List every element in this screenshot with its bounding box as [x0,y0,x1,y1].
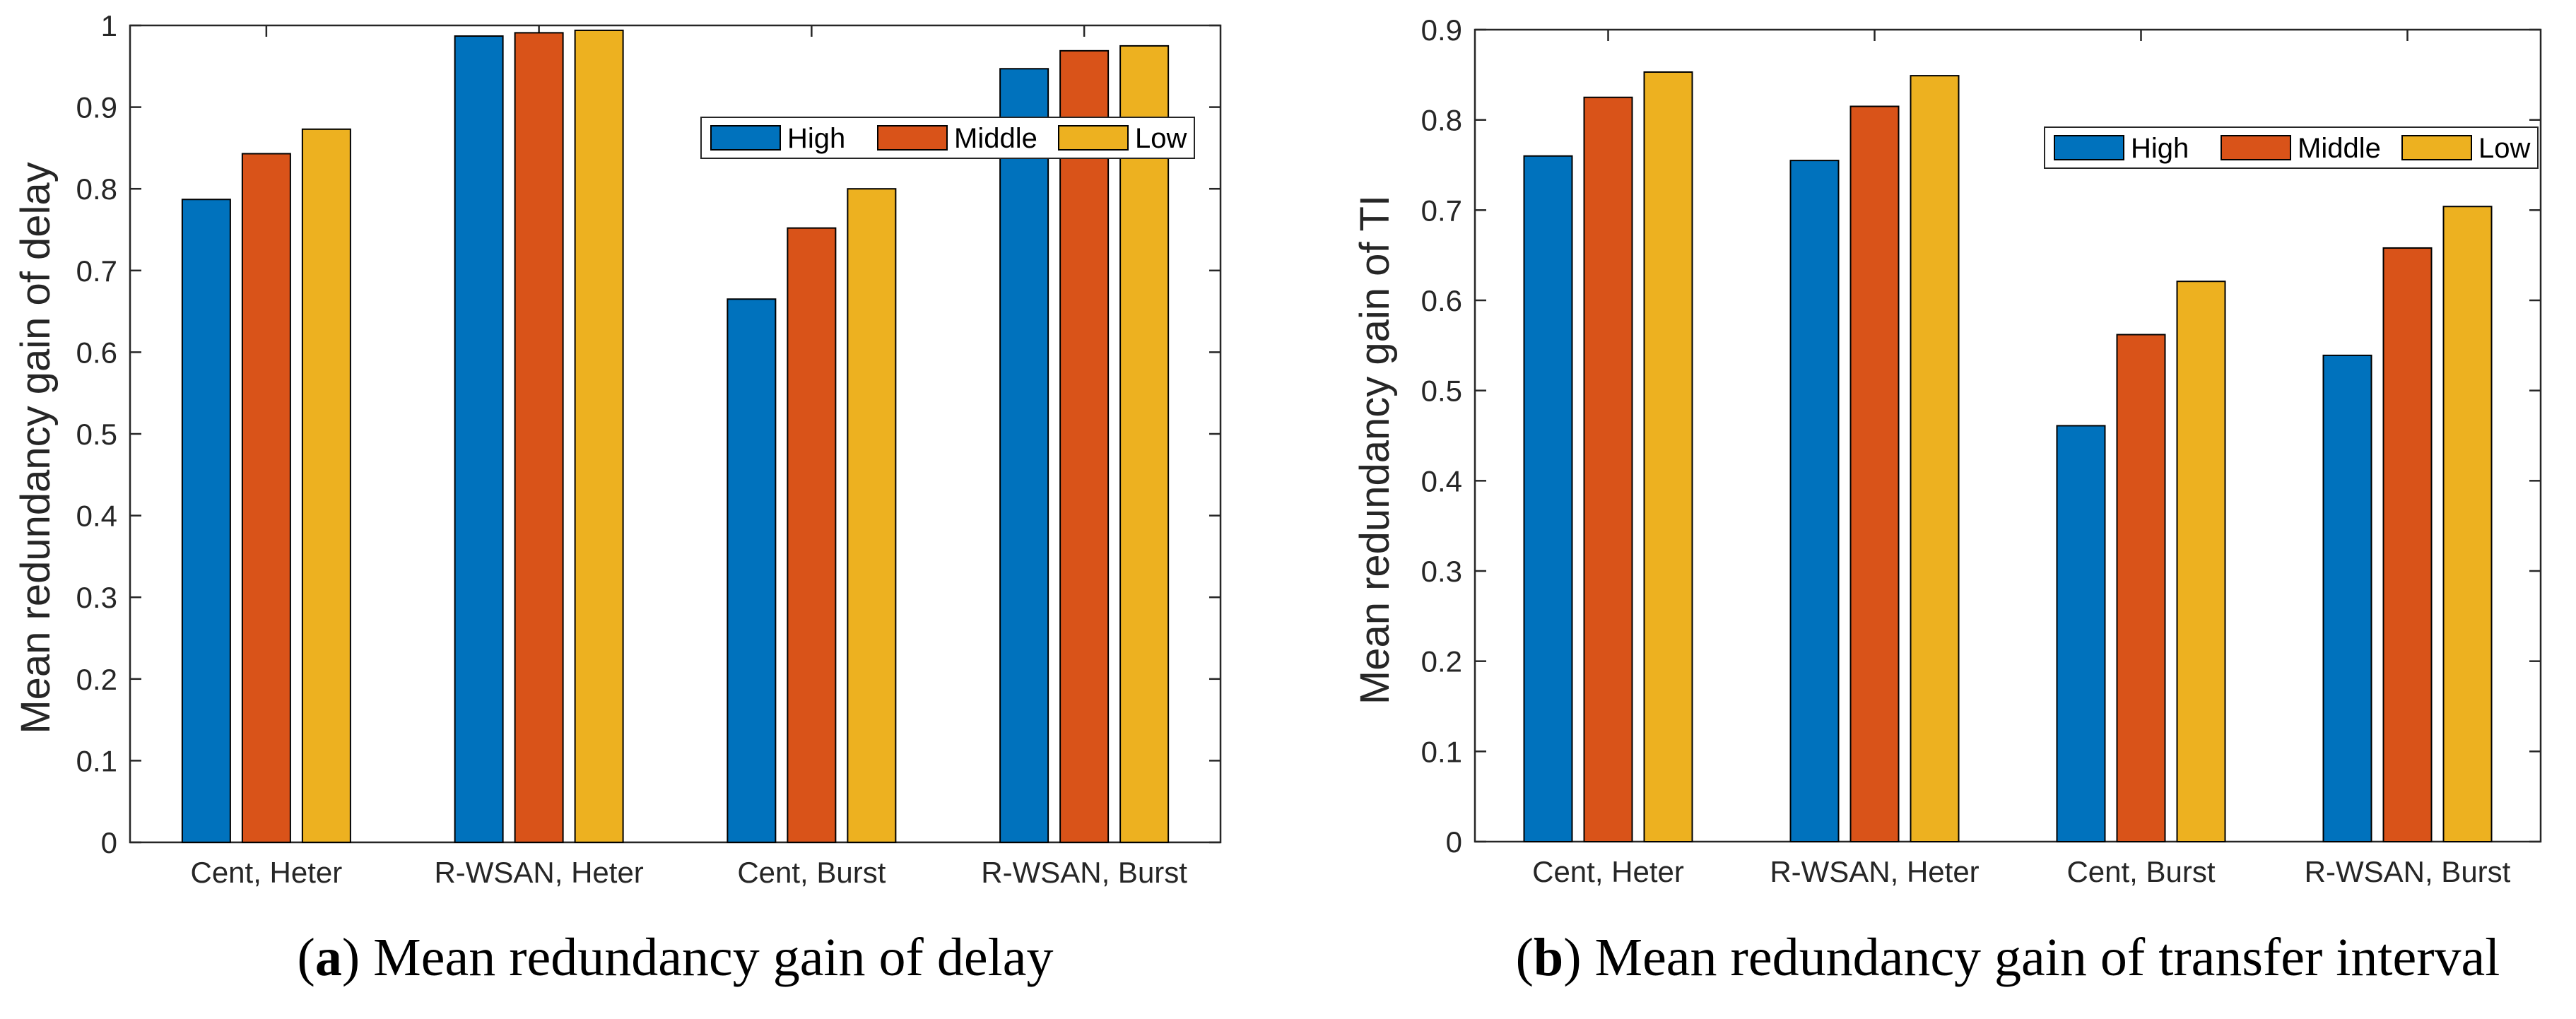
y-tick-label: 0.1 [76,744,117,777]
legend-swatch-middle [2221,135,2291,160]
bar-middle-4 [2382,247,2433,843]
legend-label-middle: Middle [954,123,1037,154]
caption-paren-open: ( [1516,928,1534,987]
legend-label-high: High [787,123,845,154]
bar-low-4 [2442,206,2493,842]
bar-low-1 [301,128,351,843]
legend-swatch-high [2054,135,2124,160]
caption-paren-close: ) [1563,928,1594,987]
legend-label-high: High [2131,133,2189,164]
bar-high-3 [2056,425,2106,842]
y-tick-label: 1 [101,9,117,42]
caption: (a) Mean redundancy gain of delay [298,928,1054,987]
y-tick-label: 0.9 [1421,13,1462,47]
bar-high-2 [454,35,504,844]
caption-text: Mean redundancy gain of delay [373,928,1053,987]
bar-high-2 [1789,160,1840,843]
y-tick-label: 0 [101,826,117,859]
y-tick-label: 0.9 [76,91,117,124]
y-tick-label: 0.5 [1421,375,1462,408]
bar-middle-1 [1583,96,1633,842]
legend-swatch-low [2401,135,2472,160]
y-tick-label: 0.6 [1421,284,1462,317]
bar-middle-1 [241,153,291,843]
bar-low-4 [1119,45,1170,843]
caption-paren-close: ) [342,928,373,987]
bar-high-3 [727,298,777,843]
bar-high-1 [181,199,231,843]
caption-paren-open: ( [298,928,315,987]
legend-swatch-low [1058,125,1129,151]
legend-label-low: Low [2478,133,2530,164]
caption-letter: a [315,928,342,987]
x-tick-label: Cent, Burst [2066,855,2215,888]
legend-label-middle: Middle [2298,133,2381,164]
bar-middle-2 [1849,105,1900,842]
y-tick-label: 0.2 [76,663,117,696]
y-tick-label: 0.5 [76,418,117,451]
x-tick-label: R-WSAN, Burst [981,856,1187,889]
bar-middle-2 [514,32,564,843]
x-tick-label: R-WSAN, Heter [1770,855,1979,888]
caption-letter: b [1534,928,1563,987]
y-tick-label: 0.8 [1421,104,1462,137]
y-tick-label: 0.6 [76,336,117,369]
y-tick-label: 0.2 [1421,645,1462,678]
bar-middle-4 [1059,49,1110,843]
bar-high-1 [1523,155,1573,842]
bar-high-4 [999,68,1049,844]
bar-low-3 [2176,281,2226,842]
bar-low-1 [1643,71,1693,843]
legend-swatch-high [710,125,781,151]
y-tick-label: 0.4 [76,500,117,533]
bar-middle-3 [2116,334,2166,843]
chart-panel-b: 0 0.1 0.2 0.3 0.4 0.5 0.6 0.7 0.8 0.9 Cent, Heter R… [1352,13,2542,987]
y-tick-label: 0.3 [1421,555,1462,588]
x-tick-label: Cent, Heter [1532,855,1684,888]
chart-panel-a: 0 0.1 0.2 0.3 0.4 0.5 0.6 0.7 0.8 0.9 1 Cent, Heter… [13,9,1222,987]
y-tick-label: 0.7 [1421,194,1462,227]
x-tick-label: Cent, Burst [737,856,886,889]
caption: (b) Mean redundancy gain of transfer int… [1516,928,2500,987]
y-tick-label: 0.4 [1421,464,1462,497]
x-tick-label: R-WSAN, Burst [2305,855,2511,888]
bar-high-4 [2322,354,2372,843]
x-tick-label: Cent, Heter [190,856,342,889]
y-tick-label: 0 [1446,825,1462,859]
y-tick-label: 0.1 [1421,735,1462,768]
y-tick-label: 0.7 [76,254,117,288]
y-axis-label: Mean redundancy gain of TI [1352,195,1398,705]
bar-low-2 [1910,75,1960,843]
bar-low-2 [574,29,624,843]
x-tick-label: R-WSAN, Heter [434,856,643,889]
bar-low-3 [847,188,897,843]
legend-label-low: Low [1135,123,1187,154]
legend-swatch-middle [877,125,948,151]
y-tick-label: 0.3 [76,581,117,614]
y-axis-label: Mean redundancy gain of delay [13,162,59,734]
y-tick-label: 0.8 [76,172,117,206]
bar-middle-3 [787,227,837,843]
caption-text: Mean redundancy gain of transfer interva… [1595,928,2500,987]
axes-box [1474,28,2542,843]
